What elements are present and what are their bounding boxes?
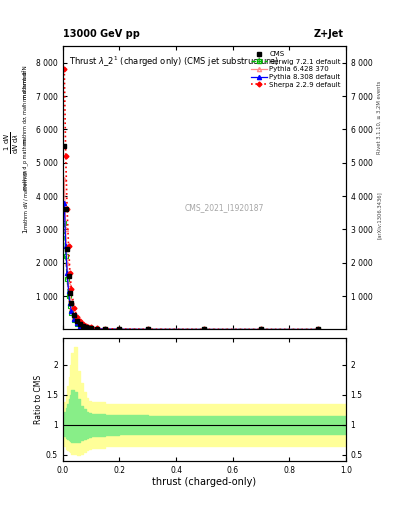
Y-axis label: Ratio to CMS: Ratio to CMS — [34, 375, 43, 424]
Text: CMS_2021_I1920187: CMS_2021_I1920187 — [184, 203, 264, 212]
Text: $\frac{1}{\mathrm{d}N}\frac{\mathrm{d}N}{\mathrm{d}\lambda}$: $\frac{1}{\mathrm{d}N}\frac{\mathrm{d}N}… — [3, 132, 21, 155]
Text: mathrm d²N: mathrm d²N — [23, 65, 28, 99]
Legend: CMS, Herwig 7.2.1 default, Pythia 6.428 370, Pythia 8.308 default, Sherpa 2.2.9 : CMS, Herwig 7.2.1 default, Pythia 6.428 … — [250, 50, 342, 89]
Text: Rivet 3.1.10, ≥ 3.2M events: Rivet 3.1.10, ≥ 3.2M events — [377, 81, 382, 155]
Text: 1: 1 — [22, 228, 29, 232]
Text: 13000 GeV pp: 13000 GeV pp — [63, 29, 140, 39]
Text: mathrm d$N$ / mathrm d$\lambda$: mathrm d$N$ / mathrm d$\lambda$ — [22, 169, 29, 230]
Text: mathrm d_p mathrm: mathrm d_p mathrm — [23, 138, 28, 189]
Text: [arXiv:1306.3436]: [arXiv:1306.3436] — [377, 191, 382, 239]
Text: mathrm d$\sigma$, mathrm d lambda: mathrm d$\sigma$, mathrm d lambda — [22, 70, 29, 145]
Text: Thrust $\lambda\_2^1$ (charged only) (CMS jet substructure): Thrust $\lambda\_2^1$ (charged only) (CM… — [68, 55, 279, 69]
X-axis label: thrust (charged-only): thrust (charged-only) — [152, 477, 256, 487]
Text: Z+Jet: Z+Jet — [314, 29, 344, 39]
